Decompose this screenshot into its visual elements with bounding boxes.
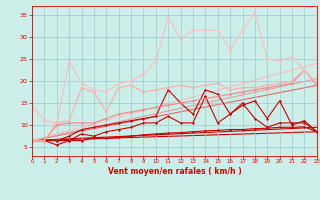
X-axis label: Vent moyen/en rafales ( km/h ): Vent moyen/en rafales ( km/h ) [108, 167, 241, 176]
